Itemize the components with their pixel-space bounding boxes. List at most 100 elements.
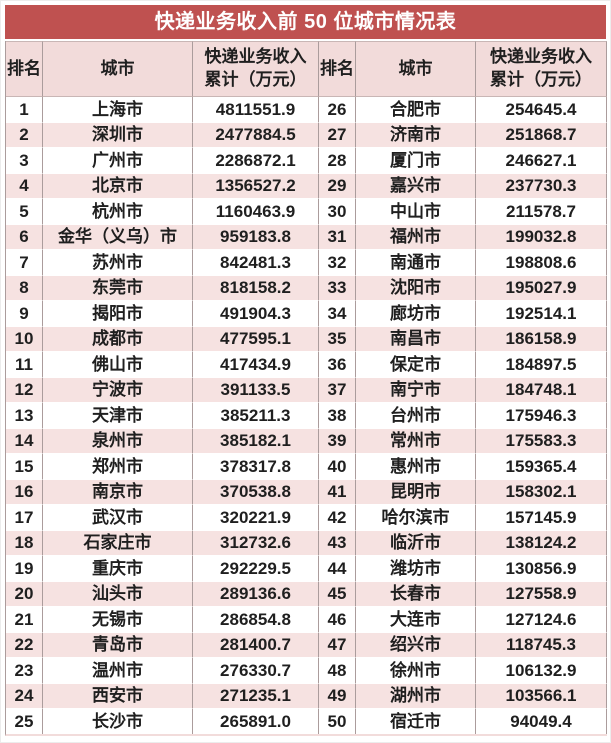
city-cell: 大连市 [356,607,476,632]
city-cell: 台州市 [356,403,476,428]
revenue-cell: 198808.6 [476,250,607,275]
city-cell: 南京市 [43,478,193,505]
table-row: 11 佛山市 417434.9 36 保定市 184897.5 [6,352,607,377]
rank-cell: 47 [319,631,356,658]
header-revenue-right-line2: 累计（万元） [490,70,592,89]
revenue-cell: 385211.3 [193,403,319,428]
table-row: 5 杭州市 1160463.9 30 中山市 211578.7 [6,199,607,224]
revenue-cell: 842481.3 [193,250,319,275]
revenue-cell: 370538.8 [193,478,319,505]
rank-cell: 5 [6,199,43,224]
rank-cell: 21 [6,607,43,632]
table-body: 1 上海市 4811551.9 26 合肥市 254645.4 2 深圳市 2477884.5 2… [6,97,607,734]
revenue-cell: 312732.6 [193,529,319,556]
revenue-cell: 265891.0 [193,709,319,734]
table-row: 18 石家庄市 312732.6 43 临沂市 138124.2 [6,529,607,556]
revenue-cell: 271235.1 [193,682,319,709]
rank-cell: 2 [6,121,43,148]
revenue-cell: 199032.8 [476,223,607,250]
rank-cell: 30 [319,199,356,224]
rank-cell: 4 [6,172,43,199]
table-row: 7 苏州市 842481.3 32 南通市 198808.6 [6,250,607,275]
rank-cell: 16 [6,478,43,505]
revenue-cell: 186158.9 [476,325,607,352]
header-revenue-right-line1: 快递业务收入 [490,47,592,67]
revenue-cell: 292229.5 [193,556,319,581]
city-cell: 临沂市 [356,529,476,556]
rank-cell: 19 [6,556,43,581]
city-cell: 汕头市 [43,580,193,607]
city-cell: 保定市 [356,352,476,377]
revenue-cell: 158302.1 [476,478,607,505]
rank-cell: 29 [319,172,356,199]
rank-cell: 12 [6,376,43,403]
table-row: 17 武汉市 320221.9 42 哈尔滨市 157145.9 [6,505,607,530]
revenue-cell: 106132.9 [476,658,607,683]
rank-cell: 25 [6,709,43,734]
city-cell: 石家庄市 [43,529,193,556]
table-row: 16 南京市 370538.8 41 昆明市 158302.1 [6,478,607,505]
rank-cell: 17 [6,505,43,530]
revenue-cell: 157145.9 [476,505,607,530]
rank-cell: 38 [319,403,356,428]
revenue-cell: 237730.3 [476,172,607,199]
table-row: 19 重庆市 292229.5 44 潍坊市 130856.9 [6,556,607,581]
revenue-cell: 2477884.5 [193,121,319,148]
table-row: 1 上海市 4811551.9 26 合肥市 254645.4 [6,97,607,122]
revenue-cell: 289136.6 [193,580,319,607]
table-row: 6 金华（义乌）市 959183.8 31 福州市 199032.8 [6,223,607,250]
city-cell: 成都市 [43,325,193,352]
header-city-right: 城市 [356,41,476,97]
table-row: 8 东莞市 818158.2 33 沈阳市 195027.9 [6,274,607,301]
city-cell: 嘉兴市 [356,172,476,199]
rank-cell: 49 [319,682,356,709]
rank-cell: 1 [6,97,43,122]
city-cell: 合肥市 [356,97,476,122]
rank-cell: 44 [319,556,356,581]
city-cell: 北京市 [43,172,193,199]
rank-cell: 34 [319,301,356,326]
city-cell: 长春市 [356,580,476,607]
table-row: 22 青岛市 281400.7 47 绍兴市 118745.3 [6,631,607,658]
revenue-cell: 254645.4 [476,97,607,122]
header-revenue-right: 快递业务收入 累计（万元） [476,41,607,97]
header-revenue-left-line2: 累计（万元） [204,70,307,89]
header-row: 排名 城市 快递业务收入 累计（万元） 排名 城市 快递业务收入 累计（万元） [6,41,607,97]
rank-cell: 42 [319,505,356,530]
revenue-cell: 246627.1 [476,148,607,173]
city-cell: 沈阳市 [356,274,476,301]
rank-cell: 24 [6,682,43,709]
revenue-cell: 211578.7 [476,199,607,224]
rank-cell: 48 [319,658,356,683]
revenue-cell: 385182.1 [193,427,319,454]
city-cell: 南昌市 [356,325,476,352]
table-row: 25 长沙市 265891.0 50 宿迁市 94049.4 [6,709,607,734]
city-cell: 昆明市 [356,478,476,505]
rank-cell: 3 [6,148,43,173]
city-cell: 常州市 [356,427,476,454]
city-cell: 绍兴市 [356,631,476,658]
revenue-cell: 378317.8 [193,454,319,479]
city-cell: 廊坊市 [356,301,476,326]
rank-cell: 15 [6,454,43,479]
rank-cell: 45 [319,580,356,607]
rank-cell: 6 [6,223,43,250]
revenue-cell: 130856.9 [476,556,607,581]
rank-cell: 20 [6,580,43,607]
city-cell: 青岛市 [43,631,193,658]
city-cell: 深圳市 [43,121,193,148]
rank-cell: 41 [319,478,356,505]
revenue-cell: 184748.1 [476,376,607,403]
rank-cell: 27 [319,121,356,148]
rank-cell: 10 [6,325,43,352]
city-cell: 宿迁市 [356,709,476,734]
rank-cell: 36 [319,352,356,377]
revenue-cell: 281400.7 [193,631,319,658]
rank-cell: 9 [6,301,43,326]
table-row: 2 深圳市 2477884.5 27 济南市 251868.7 [6,121,607,148]
revenue-cell: 118745.3 [476,631,607,658]
table-row: 15 郑州市 378317.8 40 惠州市 159365.4 [6,454,607,479]
rank-cell: 43 [319,529,356,556]
city-cell: 惠州市 [356,454,476,479]
